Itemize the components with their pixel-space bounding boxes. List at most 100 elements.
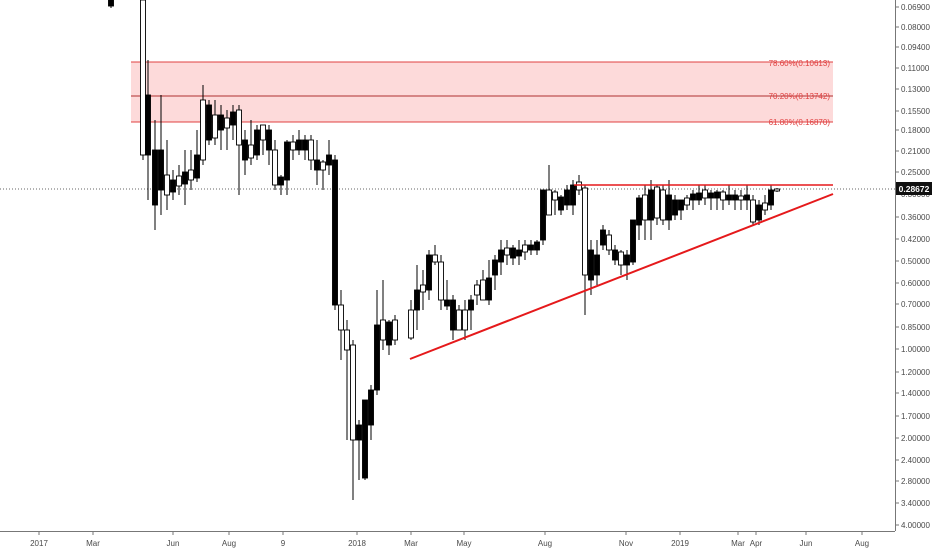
candle-body (744, 194, 750, 201)
candle-body (314, 159, 320, 171)
candle (690, 190, 696, 210)
candle (534, 240, 540, 255)
candle-body (636, 197, 642, 226)
candle-body (426, 254, 432, 291)
y-tick-label: 0.42000 (901, 235, 930, 244)
candle-body (284, 141, 290, 181)
candle (504, 240, 510, 265)
candle-body (326, 154, 332, 166)
y-tick-label: 0.85000 (901, 323, 930, 332)
candle-body (606, 234, 612, 251)
candle-body (666, 194, 672, 221)
candle-body (654, 186, 660, 219)
x-tick-label: 2018 (348, 539, 366, 548)
candle (552, 190, 558, 215)
candle (242, 130, 248, 175)
candle-body (468, 299, 474, 311)
candle-body (420, 284, 426, 293)
y-tick-label: 0.70000 (901, 300, 930, 309)
candle (332, 155, 338, 310)
candle-body (140, 0, 146, 156)
x-tick-label: Aug (855, 539, 869, 548)
y-tick-label: 0.25000 (901, 168, 930, 177)
candle-body (504, 247, 510, 256)
candle-body (756, 204, 762, 221)
candle (432, 245, 438, 265)
candle-body (108, 0, 114, 7)
candle-body (392, 319, 398, 341)
last-price-tag: 0.28672 (896, 182, 932, 195)
candle (738, 190, 744, 210)
y-tick-label: 0.09400 (901, 43, 930, 52)
candle (732, 190, 738, 210)
candle-body (320, 161, 326, 171)
candle (546, 165, 552, 216)
candle (290, 135, 296, 160)
candle-body (510, 247, 516, 259)
x-tick-label: Nov (619, 539, 633, 548)
candle-body (386, 321, 392, 346)
candle (176, 165, 182, 195)
y-tick-label: 0.18000 (901, 126, 930, 135)
candle (236, 105, 242, 195)
candle-body (456, 309, 462, 331)
candle (158, 95, 164, 215)
candle-body (368, 389, 374, 426)
candle-body (450, 299, 456, 331)
y-tick-label: 1.40000 (901, 389, 930, 398)
candle (522, 240, 528, 260)
x-tick-label: 2017 (30, 539, 48, 548)
candle-body (308, 139, 314, 161)
candle (564, 185, 570, 210)
candle (660, 185, 666, 225)
candle-body (528, 244, 534, 251)
candle (374, 290, 380, 395)
candle-body (558, 196, 564, 211)
x-tick-label: Jun (167, 539, 180, 548)
candle-body (696, 192, 702, 201)
y-tick-label: 0.50000 (901, 257, 930, 266)
candle (350, 340, 356, 500)
candle-body (374, 324, 380, 391)
candle-body (546, 189, 552, 216)
candle (182, 150, 188, 205)
candle (606, 230, 612, 255)
y-tick-label: 0.11000 (901, 64, 930, 73)
candle (408, 300, 414, 340)
support-trendline (409, 193, 834, 360)
y-tick-label: 1.20000 (901, 368, 930, 377)
candle (380, 280, 386, 350)
candle-body (242, 139, 248, 161)
candle-body (726, 194, 732, 201)
candle (774, 188, 780, 192)
candle-body (218, 114, 224, 131)
candle-body (278, 176, 284, 186)
fib-label-61-8: 61.80%(0.16870) (769, 118, 831, 127)
candle-body (432, 254, 438, 263)
candle-body (170, 179, 176, 193)
y-tick-label: 0.13000 (901, 85, 930, 94)
candle (618, 250, 624, 275)
candle (570, 180, 576, 215)
candle-body (690, 193, 696, 201)
fib-label-78-6: 78.60%(0.10613) (769, 59, 831, 68)
candle (762, 195, 768, 215)
candle-body (164, 174, 170, 196)
candle-body (212, 114, 218, 139)
candle-body (534, 241, 540, 251)
candle-body (702, 189, 708, 199)
candle (284, 140, 290, 195)
candle (756, 200, 762, 225)
candle (362, 399, 368, 480)
candle-body (145, 94, 151, 156)
candle-body (708, 192, 714, 199)
candle (145, 60, 151, 200)
candle-body (200, 99, 206, 161)
x-axis: 2017 Mar Jun Aug 9 2018 Mar May Aug Nov 2019 Mar Apr… (30, 531, 869, 548)
candle-body (296, 139, 302, 151)
candle (648, 180, 654, 240)
candle (164, 140, 170, 210)
candle-body (498, 249, 504, 263)
candle-body (774, 188, 780, 192)
